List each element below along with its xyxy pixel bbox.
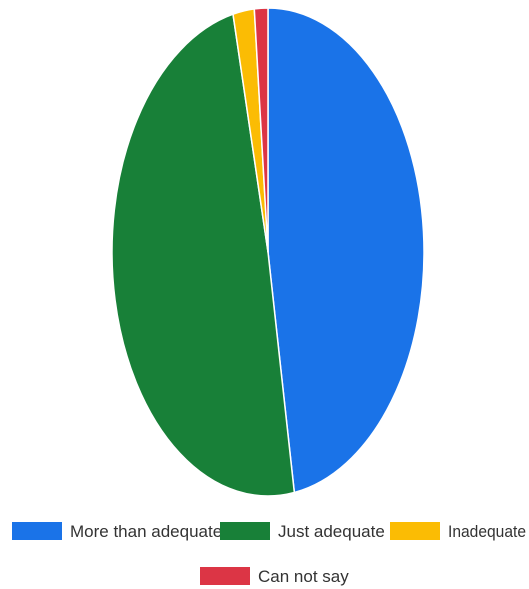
legend-item-can-not-say[interactable]: Can not say [200, 567, 349, 586]
pie-slices [111, 7, 425, 497]
legend-label-inadequate: Inadequate [448, 522, 526, 541]
legend-item-more-than-adequate[interactable]: More than adequate [12, 522, 222, 541]
legend-swatch-can-not-say [200, 567, 250, 585]
legend-label-just-adequate: Just adequate [278, 522, 385, 541]
legend-swatch-inadequate [390, 522, 440, 540]
legend-swatch-more-than-adequate [12, 522, 62, 540]
pie-slice-more-than-adequate[interactable] [267, 7, 425, 494]
legend: More than adequate Just adequate Inadequat… [12, 522, 526, 586]
legend-item-inadequate[interactable]: Inadequate [390, 522, 526, 541]
legend-swatch-just-adequate [220, 522, 270, 540]
legend-label-can-not-say: Can not say [258, 567, 349, 586]
pie-slice-just-adequate[interactable] [111, 13, 296, 497]
pie-slice-can-not-say[interactable] [253, 7, 269, 253]
legend-label-more-than-adequate: More than adequate [70, 522, 222, 541]
legend-item-just-adequate[interactable]: Just adequate [220, 522, 385, 541]
